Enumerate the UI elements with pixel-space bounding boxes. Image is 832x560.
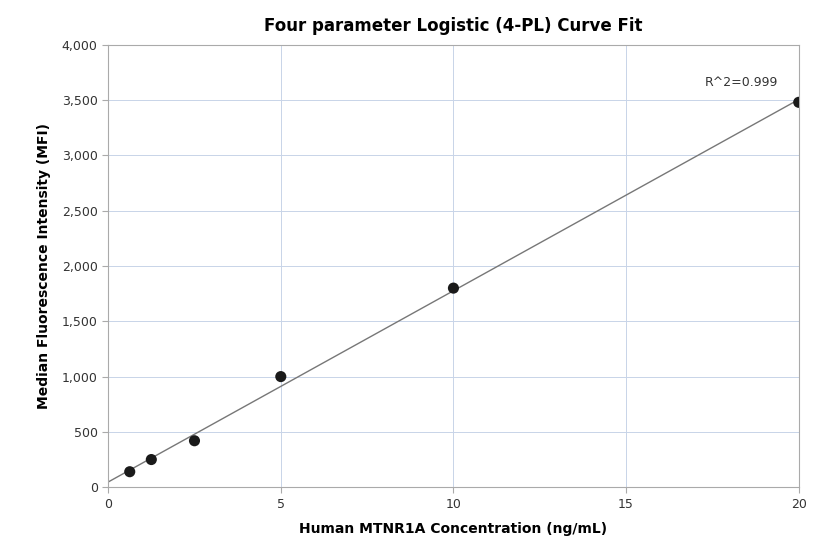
- Title: Four parameter Logistic (4-PL) Curve Fit: Four parameter Logistic (4-PL) Curve Fit: [265, 17, 642, 35]
- Point: [792, 98, 805, 107]
- Point: [275, 372, 288, 381]
- Point: [188, 436, 201, 445]
- X-axis label: Human MTNR1A Concentration (ng/mL): Human MTNR1A Concentration (ng/mL): [300, 522, 607, 536]
- Text: R^2=0.999: R^2=0.999: [705, 76, 778, 89]
- Point: [447, 283, 460, 292]
- Point: [145, 455, 158, 464]
- Point: [123, 467, 136, 476]
- Y-axis label: Median Fluorescence Intensity (MFI): Median Fluorescence Intensity (MFI): [37, 123, 51, 409]
